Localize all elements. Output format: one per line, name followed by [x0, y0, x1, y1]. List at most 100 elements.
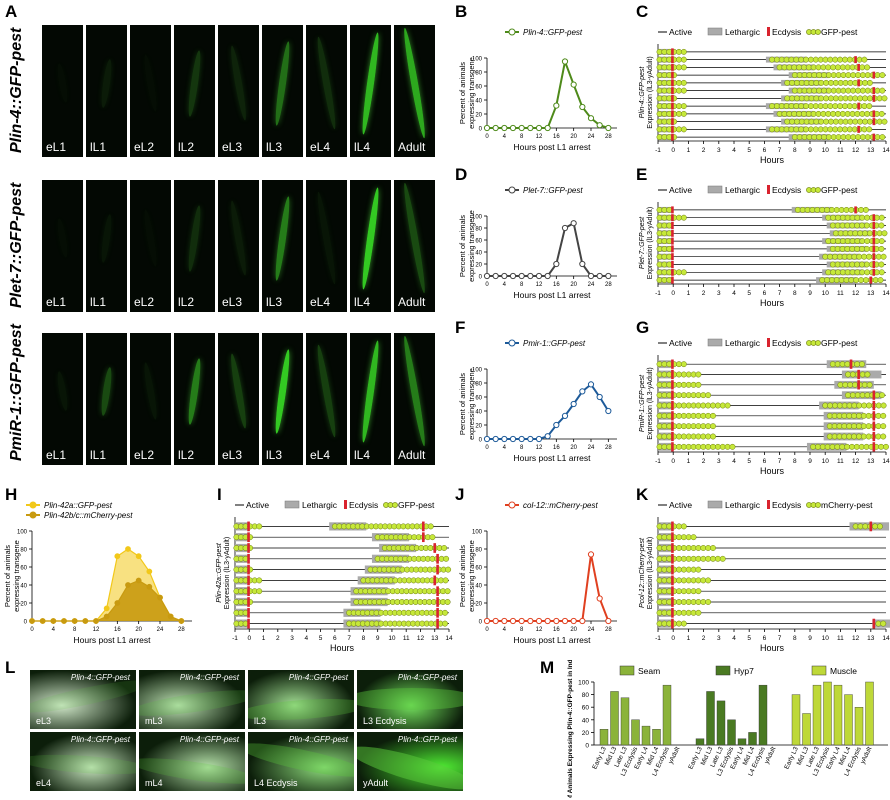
expression-marker: [680, 87, 687, 94]
bar: [706, 691, 715, 746]
stage-label: L3 Ecdysis: [363, 716, 407, 726]
expression-marker: [825, 110, 832, 117]
data-point: [596, 122, 603, 129]
line-chart-H: 0 20 40 60 80 100 0 4 8 12 16 20 24 28 Hours post L1 a…: [3, 501, 192, 645]
ecdysis-mark: [872, 94, 876, 102]
expression-marker: [676, 620, 682, 627]
x-tick-label: 1: [687, 147, 691, 154]
expression-marker: [864, 64, 871, 71]
x-tick-label: -1: [655, 458, 661, 465]
expression-marker: [680, 269, 687, 276]
data-point: [527, 435, 534, 443]
y-tick-label: 100: [17, 530, 28, 536]
expression-marker: [788, 56, 795, 63]
data-point: [518, 617, 525, 625]
expression-marker: [852, 79, 859, 86]
expression-marker: [815, 110, 822, 117]
ecdysis-mark: [671, 48, 674, 56]
worm-image: [360, 186, 382, 290]
expression-marker: [690, 392, 697, 399]
x-tick-label: -1: [232, 635, 238, 642]
expression-marker: [800, 64, 807, 71]
expression-marker: [844, 222, 851, 229]
ecdysis-mark: [671, 102, 674, 110]
x-axis-label: Hours post L1 arrest: [513, 290, 591, 300]
expression-marker: [680, 588, 687, 595]
ecdysis-mark: [671, 607, 674, 618]
ecdysis-mark: [872, 245, 876, 253]
ecdysis-mark: [872, 237, 876, 245]
expression-marker: [878, 238, 885, 245]
expression-marker: [680, 361, 687, 368]
bar: [844, 694, 853, 746]
expression-marker: [666, 214, 673, 221]
axis: [486, 216, 617, 277]
bar: [716, 700, 726, 746]
x-tick-label: 3: [717, 290, 721, 297]
stage-label: L4 Ecdysis: [254, 778, 298, 788]
expression-marker: [877, 277, 884, 284]
expression-marker: [656, 443, 663, 450]
ecdysis-mark: [857, 102, 860, 110]
ecdysis-mark: [433, 575, 437, 586]
expression-marker: [680, 566, 687, 573]
expression-marker: [806, 134, 813, 141]
expression-marker: [661, 371, 668, 378]
y-tick-label: 100: [472, 215, 483, 221]
micrograph-panel: lL4: [350, 333, 391, 465]
expression-marker: [808, 95, 815, 102]
stage-label: lL3: [254, 716, 267, 726]
expression-marker: [813, 79, 820, 86]
expression-marker: [852, 523, 859, 530]
expression-marker: [835, 64, 841, 71]
expression-marker: [666, 253, 673, 260]
bar: [802, 713, 811, 746]
x-tick-label: 7: [778, 635, 782, 642]
x-tick-label: 7: [778, 290, 782, 297]
expression-marker: [705, 443, 712, 450]
x-tick-label: 3: [717, 635, 721, 642]
expression-marker: [830, 72, 837, 79]
expression-marker: [811, 72, 818, 79]
y-tick-label: 60: [475, 566, 482, 572]
expression-marker: [700, 433, 707, 440]
expression-marker: [676, 412, 682, 419]
ecdysis-mark: [854, 206, 857, 214]
expression-marker: [827, 103, 834, 110]
expression-marker: [690, 566, 697, 573]
expression-marker: [676, 269, 682, 276]
worm-image: [186, 357, 203, 425]
expression-marker: [685, 443, 692, 450]
data-point: [527, 272, 534, 280]
x-tick-label: 2: [702, 147, 706, 154]
legend-lethargic-swatch: [707, 27, 723, 36]
x-tick-label: 4: [503, 282, 507, 288]
expression-marker: [690, 609, 697, 616]
legend-swatch: [811, 665, 827, 676]
data-point: [544, 272, 551, 280]
ecdysis-mark: [671, 553, 674, 564]
expression-marker: [847, 230, 854, 237]
x-tick-label: 0: [671, 458, 675, 465]
expression-marker: [861, 103, 868, 110]
y-axis-label: expressing transgene: [467, 540, 476, 612]
expression-marker: [695, 402, 702, 409]
legend-label: Lethargic: [725, 500, 761, 510]
expression-marker: [876, 230, 883, 237]
data-point: [135, 577, 142, 584]
worm-image: [360, 339, 382, 443]
expression-marker: [878, 261, 885, 268]
expression-marker: [875, 412, 882, 419]
ecdysis-mark: [671, 618, 674, 629]
expression-marker: [661, 238, 668, 245]
x-axis-label: Hours: [760, 643, 785, 653]
expression-marker: [661, 95, 668, 102]
ecdysis-mark: [671, 221, 674, 230]
data-point: [509, 124, 517, 132]
expression-marker: [832, 230, 839, 237]
expression-marker: [823, 95, 830, 102]
data-point: [596, 272, 603, 280]
y-axis-label: expressing transgene: [12, 540, 21, 612]
ecdysis-mark: [436, 553, 439, 564]
x-tick-label: 12: [536, 445, 543, 451]
